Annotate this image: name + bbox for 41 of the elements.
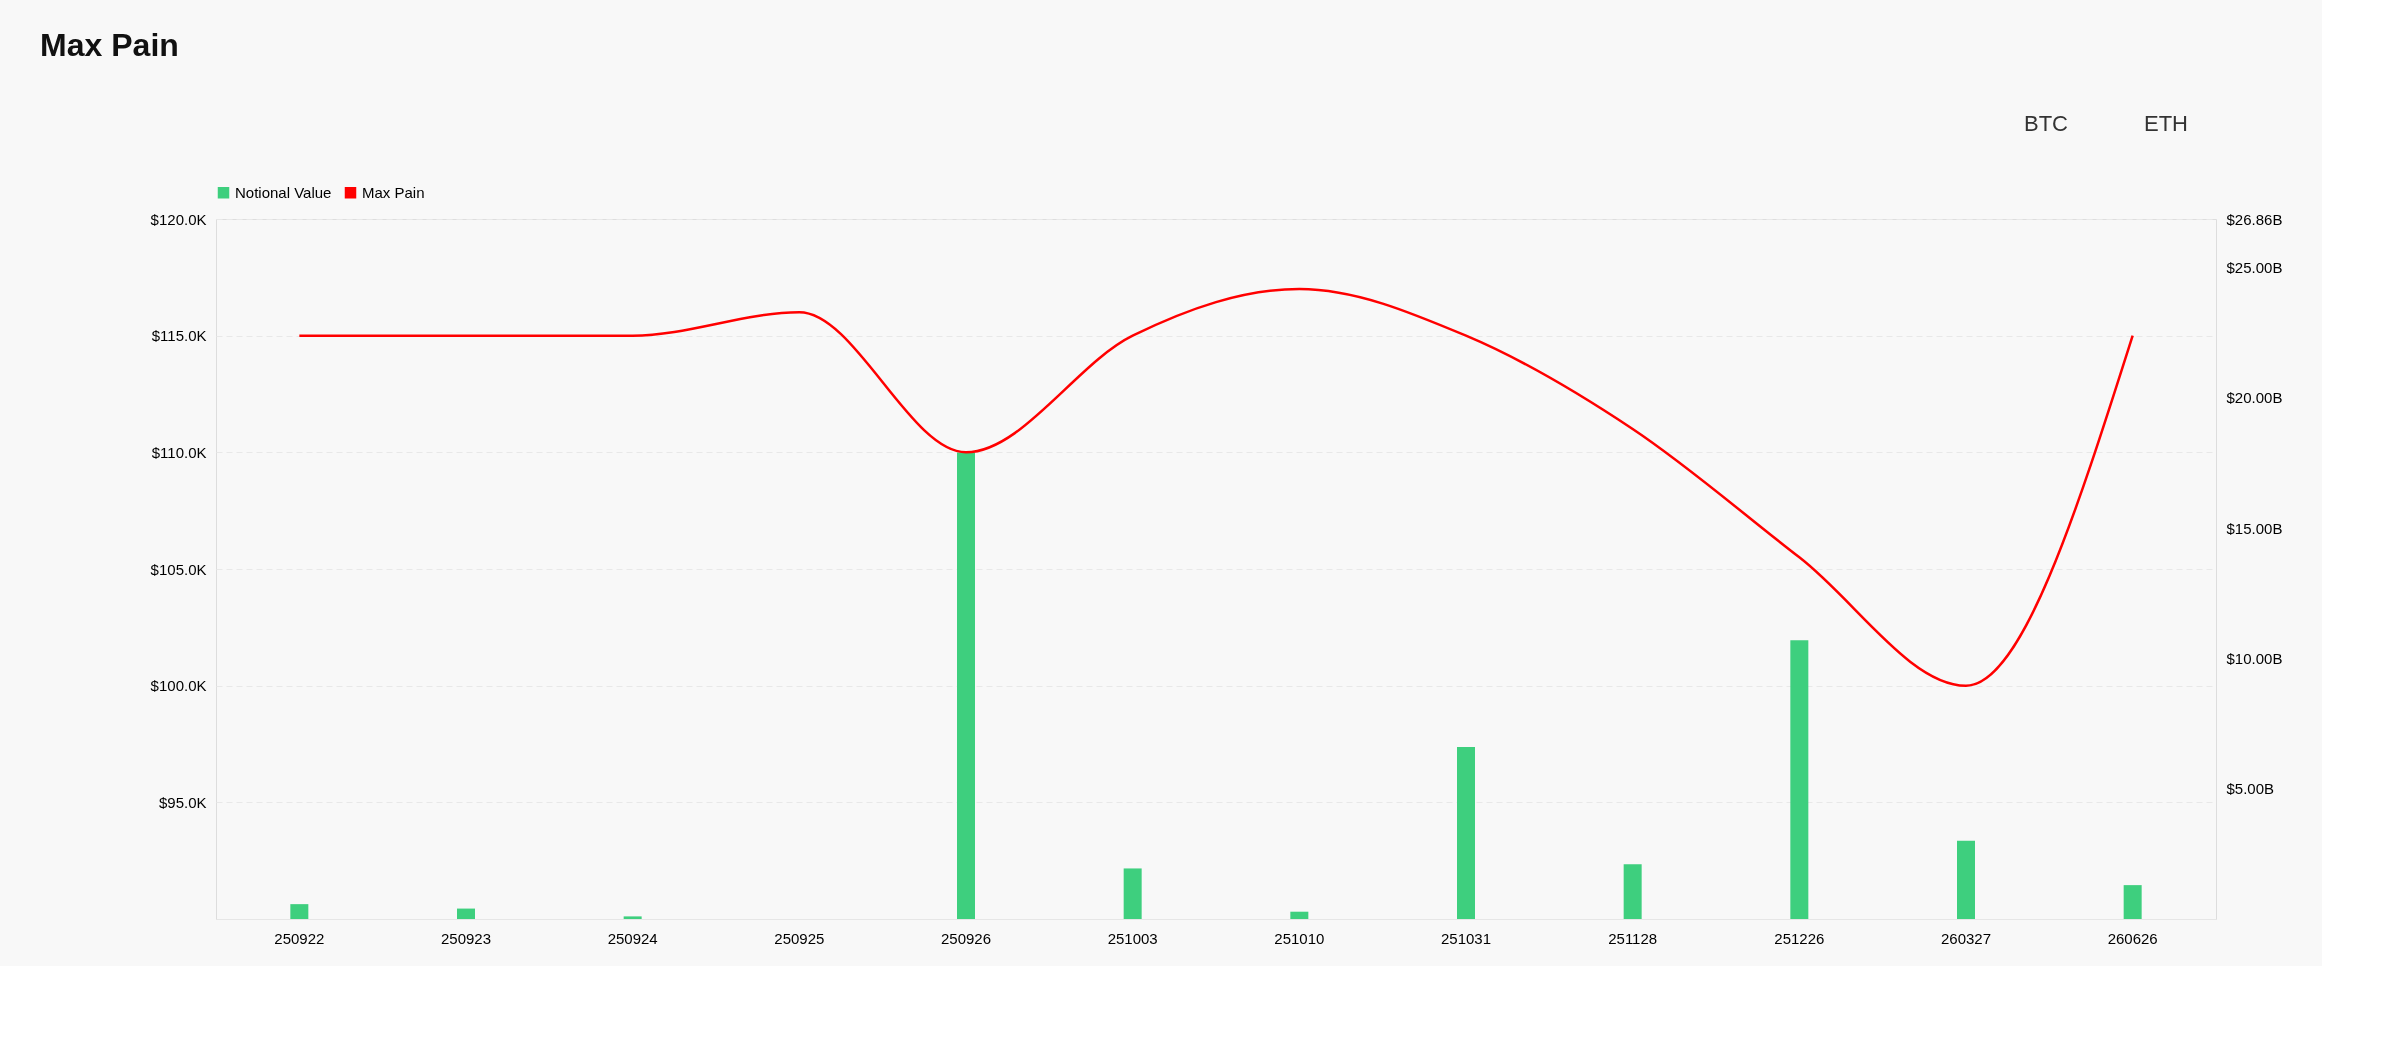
x-tick-label: 250926 [940, 929, 992, 947]
y-tick-label: $120.0K [150, 210, 207, 228]
bar [457, 908, 475, 919]
y2-tick-label: $25.00B [2226, 258, 2283, 276]
y2-tick-label: $15.00B [2226, 519, 2283, 537]
chart-title: Max Pain [40, 27, 179, 63]
legend-label: Max Pain [362, 183, 425, 201]
y-tick-label: $105.0K [150, 560, 207, 578]
bar [1623, 864, 1642, 919]
x-tick-label: 250925 [774, 929, 825, 947]
y-tick-label: $110.0K [151, 443, 207, 461]
y2-tick-label: $26.86B [2226, 210, 2283, 228]
bar [1957, 840, 1975, 919]
x-tick-label: 260626 [2107, 929, 2158, 947]
x-tick-label: 251003 [1107, 929, 1158, 947]
bar [1790, 640, 1809, 919]
bar [957, 452, 975, 919]
bar [290, 904, 309, 919]
line-series [298, 287, 2134, 687]
bar [623, 916, 642, 919]
text: ETH [2144, 111, 2188, 136]
x-tick-label: 251226 [1774, 929, 1825, 947]
bar [2123, 885, 2142, 919]
bar [1457, 747, 1475, 919]
bar [1123, 868, 1142, 919]
legend-label: Notional Value [235, 183, 332, 201]
y2-tick-label: $5.00B [2226, 780, 2275, 798]
x-tick-label: 251010 [1274, 929, 1325, 947]
y2-tick-label: $20.00B [2226, 389, 2283, 407]
x-tick-label: 251031 [1440, 929, 1492, 947]
text: BTC [2024, 111, 2069, 136]
y2-tick-label: $10.00B [2226, 649, 2283, 667]
x-tick-label: 250923 [440, 929, 492, 947]
bar [1290, 911, 1309, 919]
x-tick-label: 251128 [1608, 929, 1658, 947]
x-tick-label: 250924 [607, 929, 658, 947]
x-tick-label: 250922 [274, 929, 325, 947]
x-tick-label: 260327 [1940, 929, 1992, 947]
y-tick-label: $115.0K [151, 327, 207, 345]
y-tick-label: $100.0K [150, 677, 207, 695]
y-tick-label: $95.0K [158, 793, 207, 811]
